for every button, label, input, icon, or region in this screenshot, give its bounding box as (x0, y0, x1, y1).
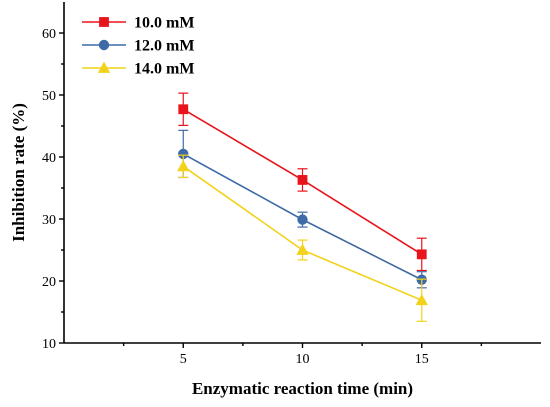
x-tick-label: 5 (180, 352, 187, 367)
x-tick-label: 15 (415, 352, 429, 367)
y-tick-label: 10 (42, 337, 56, 352)
legend-marker (97, 61, 111, 73)
series-0 (178, 92, 427, 272)
y-tick-label: 20 (42, 275, 56, 290)
legend-entry: 12.0 mM (82, 38, 194, 55)
data-point (177, 159, 190, 172)
legend-marker (98, 39, 110, 51)
data-point (416, 249, 427, 260)
axes: 10 20 30 40 50 60 5 10 15 (42, 2, 541, 367)
legend: 10.0 mM 12.0 mM 14.0 mM (82, 15, 194, 78)
y-tick-label: 50 (42, 89, 56, 104)
data-point (178, 104, 189, 115)
y-tick-label: 40 (42, 151, 56, 166)
y-axis-title: Inhibition rate (%) (9, 103, 28, 242)
data-point (415, 293, 428, 306)
data-point (297, 175, 308, 185)
legend-entry: 10.0 mM (82, 15, 194, 32)
series-1 (178, 129, 427, 289)
data-point (296, 243, 309, 255)
legend-label: 14.0 mM (134, 61, 194, 78)
series-layer (177, 92, 428, 322)
legend-label: 10.0 mM (134, 15, 194, 32)
x-tick-label: 10 (296, 352, 310, 367)
x-axis-title: Enzymatic reaction time (min) (192, 379, 413, 398)
y-tick-label: 30 (42, 213, 56, 228)
series-2 (177, 154, 428, 322)
legend-marker (99, 17, 109, 27)
data-point (297, 214, 308, 225)
y-tick-label: 60 (42, 27, 56, 42)
legend-label: 12.0 mM (134, 38, 194, 55)
legend-entry: 14.0 mM (82, 61, 194, 78)
